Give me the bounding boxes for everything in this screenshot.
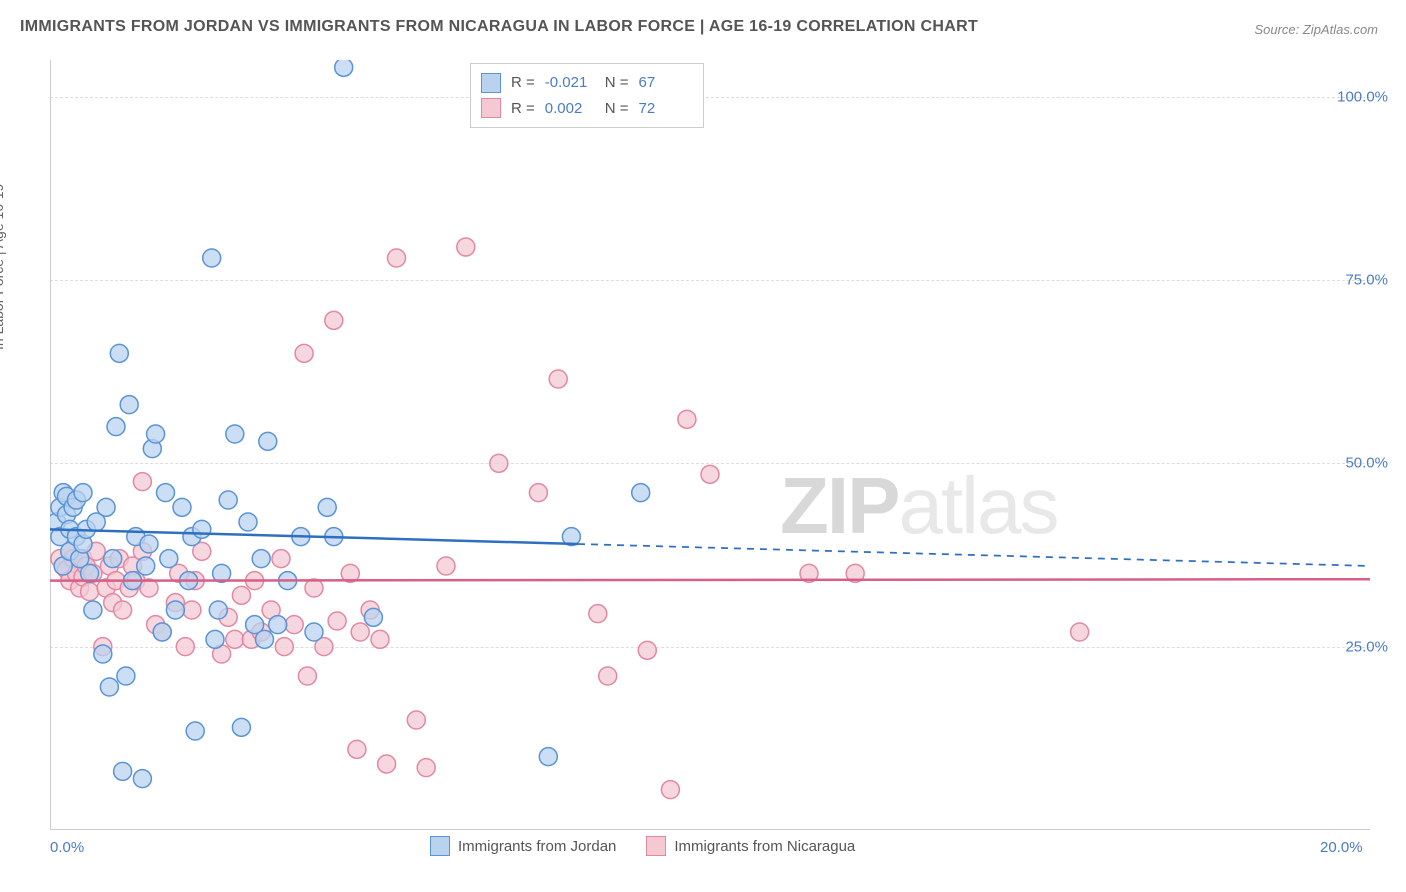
n-value-nicaragua: 72 [639,96,689,122]
x-tick-label: 20.0% [1320,839,1363,856]
swatch-nicaragua [481,98,501,118]
legend-label-nicaragua: Immigrants from Nicaragua [674,838,855,855]
r-value-nicaragua: 0.002 [545,96,595,122]
n-value-jordan: 67 [639,70,689,96]
n-label: N = [605,96,629,122]
x-tick-label: 0.0% [50,839,84,856]
r-label: R = [511,70,535,96]
legend-row-nicaragua: R = 0.002 N = 72 [481,96,689,122]
swatch-nicaragua [646,836,666,856]
legend-row-jordan: R = -0.021 N = 67 [481,70,689,96]
source-label: Source: ZipAtlas.com [1254,22,1378,37]
r-value-jordan: -0.021 [545,70,595,96]
plot-area [50,60,1370,830]
legend-item-nicaragua: Immigrants from Nicaragua [646,836,855,856]
swatch-jordan [430,836,450,856]
r-label: R = [511,96,535,122]
y-axis-label: In Labor Force | Age 16-19 [0,184,6,350]
chart-title: IMMIGRANTS FROM JORDAN VS IMMIGRANTS FRO… [20,18,978,36]
legend-label-jordan: Immigrants from Jordan [458,838,616,855]
swatch-jordan [481,73,501,93]
legend-item-jordan: Immigrants from Jordan [430,836,616,856]
series-legend: Immigrants from Jordan Immigrants from N… [430,836,855,856]
n-label: N = [605,70,629,96]
correlation-legend: R = -0.021 N = 67 R = 0.002 N = 72 [470,63,704,128]
